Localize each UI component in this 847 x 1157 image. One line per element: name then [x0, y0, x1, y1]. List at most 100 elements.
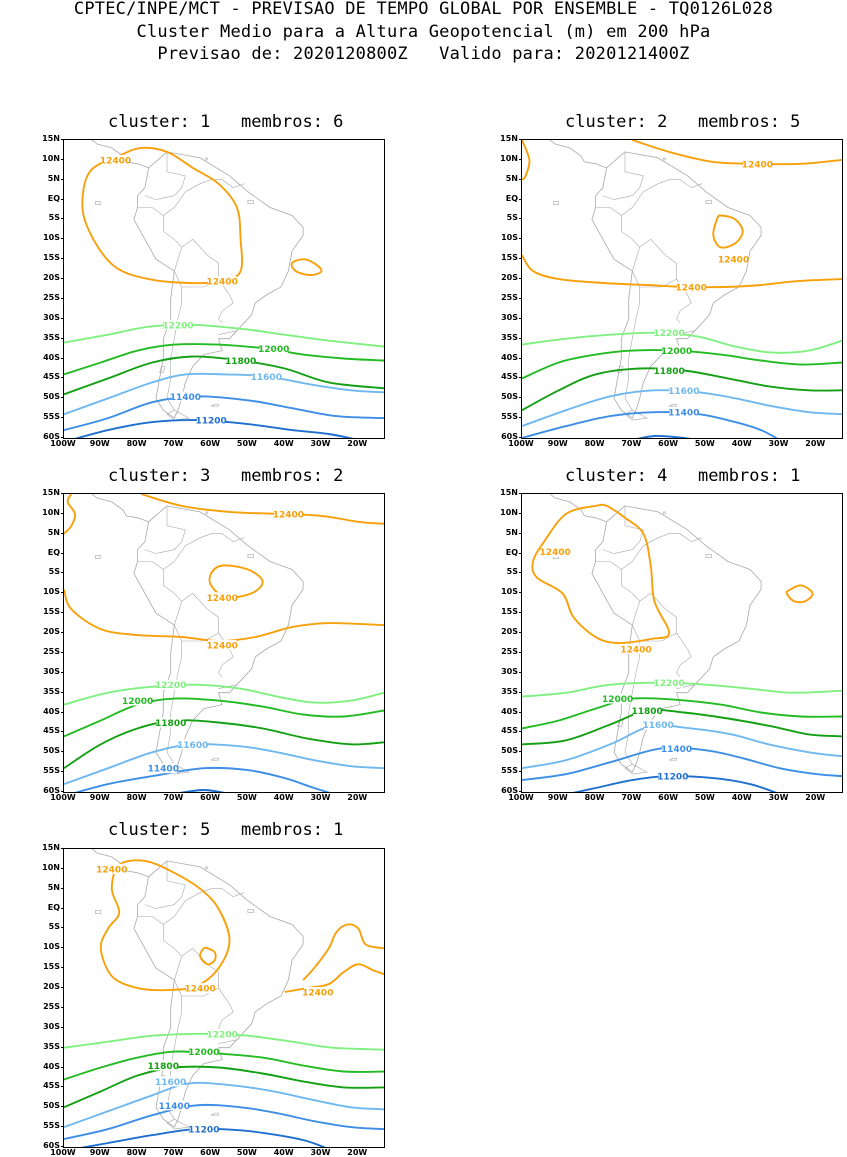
contour-label-bg: [101, 154, 130, 165]
contour-label: 12000: [661, 347, 692, 357]
contour-label-bg: [252, 371, 281, 382]
lat-tick-label: 15S: [501, 607, 518, 617]
country-border: [166, 979, 182, 1120]
contour-label-bg: [669, 407, 698, 418]
country-border: [621, 533, 703, 626]
lat-tick-label: 10N: [42, 862, 60, 872]
contour-label: 11200: [195, 417, 226, 427]
lat-tick-mark: [61, 198, 64, 200]
country-border: [163, 533, 245, 626]
lat-tick-mark: [519, 417, 522, 419]
island: [205, 157, 208, 161]
lat-tick-mark: [61, 1006, 64, 1008]
lat-tick-mark: [519, 512, 522, 514]
contour-label-bg: [186, 983, 215, 994]
lon-tick-label: 30W: [768, 439, 789, 448]
lat-tick-mark: [61, 297, 64, 299]
lat-tick-label: 45S: [501, 372, 518, 382]
contour-label: 12400: [676, 284, 707, 294]
lat-tick-label: 60S: [501, 432, 518, 441]
lat-tick-mark: [61, 1046, 64, 1048]
lat-tick-mark: [519, 751, 522, 753]
contour-12400: [785, 584, 814, 604]
island: [668, 757, 677, 761]
lat-tick-mark: [61, 967, 64, 969]
lon-tick-label: 40W: [273, 793, 294, 802]
panel-title: cluster: 3 membros: 2: [108, 466, 344, 486]
contour-label: 11600: [155, 1078, 186, 1088]
lat-tick-mark: [61, 731, 64, 733]
lat-tick-mark: [519, 651, 522, 653]
lat-tick-mark: [519, 612, 522, 614]
lon-tick-label: 70W: [621, 439, 642, 448]
lat-tick-label: 55S: [501, 766, 518, 776]
island: [210, 403, 219, 407]
contour-11600: [64, 1081, 384, 1128]
lat-tick-label: 40S: [501, 352, 518, 362]
island: [166, 1118, 191, 1130]
lat-tick-label: 5N: [47, 173, 60, 183]
contour-label: 11200: [657, 773, 688, 783]
contour-label-bg: [719, 254, 748, 265]
contour-label-bg: [208, 592, 237, 603]
contour-label: 11600: [668, 387, 699, 397]
lon-tick-label: 50W: [694, 439, 715, 448]
lat-tick-mark: [61, 158, 64, 160]
lat-tick-label: 55S: [43, 412, 60, 422]
lat-tick-label: 5N: [505, 173, 518, 183]
contour-11400: [522, 411, 778, 438]
contour-label: 11600: [251, 373, 282, 383]
lon-tick-label: 20W: [347, 1148, 368, 1157]
island: [205, 866, 208, 870]
lat-tick-label: 40S: [43, 706, 60, 716]
contour-label-bg: [197, 415, 226, 426]
contour-label-bg: [541, 546, 570, 557]
lat-tick-mark: [61, 258, 64, 260]
contour-label-bg: [189, 1124, 218, 1135]
lat-tick-label: 15S: [43, 962, 60, 972]
contour-label: 12400: [620, 646, 651, 656]
lat-tick-label: 55S: [501, 412, 518, 422]
lat-tick-label: 5N: [505, 527, 518, 537]
contour-12400: [632, 140, 842, 166]
lat-tick-label: 20S: [43, 982, 60, 992]
panel-title: cluster: 4 membros: 1: [565, 466, 801, 486]
lat-tick-mark: [519, 711, 522, 713]
contour-12400: [302, 923, 384, 981]
contour-label: 11600: [177, 741, 208, 751]
lat-tick-label: 5S: [506, 213, 518, 223]
contour-11600: [522, 724, 842, 770]
contour-label-bg: [149, 1060, 178, 1071]
contour-11800: [64, 1065, 384, 1109]
lon-tick-label: 20W: [347, 793, 368, 802]
country-border: [624, 270, 640, 411]
country-border: [144, 860, 186, 909]
lat-tick-label: 55S: [43, 766, 60, 776]
lon-tick-label: 90W: [547, 439, 568, 448]
lat-tick-label: 25S: [43, 646, 60, 656]
panel-title: cluster: 1 membros: 6: [108, 112, 344, 132]
lat-tick-label: 15S: [501, 253, 518, 263]
island: [705, 554, 712, 558]
lat-tick-mark: [61, 947, 64, 949]
lon-tick-label: 50W: [694, 793, 715, 802]
contour-label: 12400: [718, 256, 749, 266]
header-line-2: Cluster Medio para a Altura Geopotencial…: [136, 22, 711, 42]
lat-tick-label: 50S: [43, 1101, 60, 1111]
contour-label: 11800: [155, 719, 186, 729]
contour-12400: [99, 859, 231, 992]
contour-label-bg: [644, 719, 673, 730]
lat-tick-label: 30S: [43, 1021, 60, 1031]
lat-tick-mark: [61, 887, 64, 889]
contour-label: 12200: [653, 679, 684, 689]
lon-tick-label: 70W: [163, 793, 184, 802]
contour-11200: [637, 434, 692, 438]
country-border: [166, 270, 182, 411]
island: [95, 201, 102, 205]
lat-tick-label: 15S: [43, 607, 60, 617]
lat-tick-mark: [61, 397, 64, 399]
contour-label: 12400: [207, 278, 238, 288]
lat-tick-mark: [519, 731, 522, 733]
contour-11800: [522, 367, 842, 412]
